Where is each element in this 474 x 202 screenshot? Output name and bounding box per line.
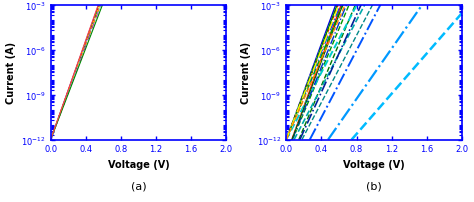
Y-axis label: Current (A): Current (A) [241, 42, 251, 104]
Text: (a): (a) [131, 180, 146, 190]
X-axis label: Voltage (V): Voltage (V) [343, 159, 405, 169]
Text: (b): (b) [366, 180, 382, 190]
Y-axis label: Current (A): Current (A) [6, 42, 16, 104]
X-axis label: Voltage (V): Voltage (V) [108, 159, 169, 169]
